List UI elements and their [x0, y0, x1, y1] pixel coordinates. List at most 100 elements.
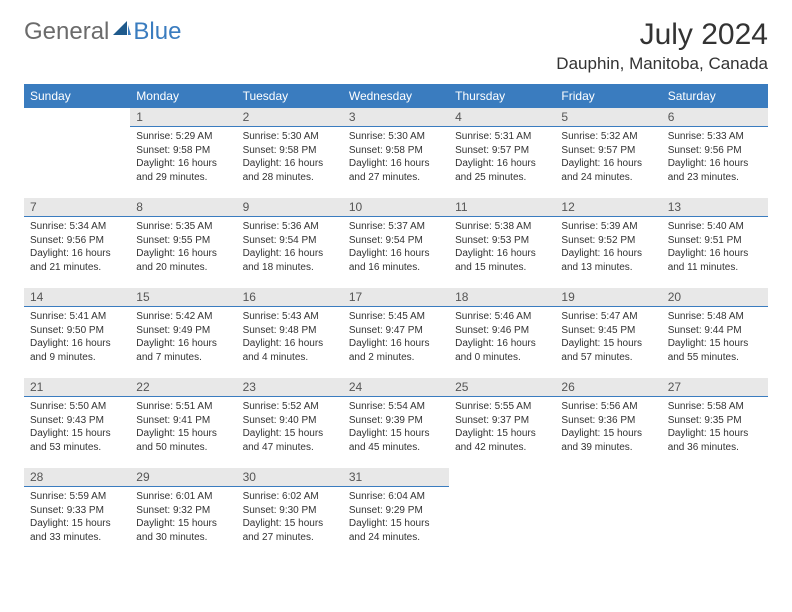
calendar-cell: 13Sunrise: 5:40 AMSunset: 9:51 PMDayligh…	[662, 198, 768, 288]
daylight-line: Daylight: 16 hours and 27 minutes.	[349, 157, 443, 184]
sunrise-line: Sunrise: 5:54 AM	[349, 400, 443, 414]
day-number: 18	[449, 288, 555, 307]
day-number: 24	[343, 378, 449, 397]
daylight-line: Daylight: 16 hours and 24 minutes.	[561, 157, 655, 184]
day-details: Sunrise: 5:58 AMSunset: 9:35 PMDaylight:…	[662, 397, 768, 460]
daylight-line: Daylight: 15 hours and 30 minutes.	[136, 517, 230, 544]
calendar-body: 1Sunrise: 5:29 AMSunset: 9:58 PMDaylight…	[24, 108, 768, 558]
daylight-line: Daylight: 15 hours and 45 minutes.	[349, 427, 443, 454]
sunrise-line: Sunrise: 5:42 AM	[136, 310, 230, 324]
daylight-line: Daylight: 16 hours and 11 minutes.	[668, 247, 762, 274]
sunrise-line: Sunrise: 5:31 AM	[455, 130, 549, 144]
calendar-cell: 5Sunrise: 5:32 AMSunset: 9:57 PMDaylight…	[555, 108, 661, 198]
sunrise-line: Sunrise: 5:33 AM	[668, 130, 762, 144]
day-number: 1	[130, 108, 236, 127]
sunrise-line: Sunrise: 5:45 AM	[349, 310, 443, 324]
weekday-header: Friday	[555, 84, 661, 108]
sunset-line: Sunset: 9:53 PM	[455, 234, 549, 248]
sunset-line: Sunset: 9:46 PM	[455, 324, 549, 338]
sunset-line: Sunset: 9:32 PM	[136, 504, 230, 518]
day-number: 8	[130, 198, 236, 217]
day-number: 21	[24, 378, 130, 397]
sunrise-line: Sunrise: 5:36 AM	[243, 220, 337, 234]
day-details: Sunrise: 5:41 AMSunset: 9:50 PMDaylight:…	[24, 307, 130, 370]
day-number: 14	[24, 288, 130, 307]
weekday-header: Tuesday	[237, 84, 343, 108]
day-number: 2	[237, 108, 343, 127]
calendar-cell	[555, 468, 661, 558]
daylight-line: Daylight: 16 hours and 9 minutes.	[30, 337, 124, 364]
calendar-cell: 12Sunrise: 5:39 AMSunset: 9:52 PMDayligh…	[555, 198, 661, 288]
calendar-cell: 24 Sunrise: 5:54 AMSunset: 9:39 PMDayligh…	[343, 378, 449, 468]
sunset-line: Sunset: 9:39 PM	[349, 414, 443, 428]
sunset-line: Sunset: 9:35 PM	[668, 414, 762, 428]
sunset-line: Sunset: 9:48 PM	[243, 324, 337, 338]
day-number: 4	[449, 108, 555, 127]
calendar-cell: 14Sunrise: 5:41 AMSunset: 9:50 PMDayligh…	[24, 288, 130, 378]
day-details: Sunrise: 5:45 AMSunset: 9:47 PMDaylight:…	[343, 307, 449, 370]
sunrise-line: Sunrise: 6:01 AM	[136, 490, 230, 504]
sunrise-line: Sunrise: 5:59 AM	[30, 490, 124, 504]
daylight-line: Daylight: 16 hours and 16 minutes.	[349, 247, 443, 274]
sunrise-line: Sunrise: 5:29 AM	[136, 130, 230, 144]
logo-text-blue: Blue	[133, 18, 181, 46]
daylight-line: Daylight: 15 hours and 57 minutes.	[561, 337, 655, 364]
daylight-line: Daylight: 16 hours and 0 minutes.	[455, 337, 549, 364]
calendar-cell: 20Sunrise: 5:48 AMSunset: 9:44 PMDayligh…	[662, 288, 768, 378]
day-number: 29	[130, 468, 236, 487]
day-details: Sunrise: 5:56 AMSunset: 9:36 PMDaylight:…	[555, 397, 661, 460]
day-number: 22	[130, 378, 236, 397]
sunrise-line: Sunrise: 5:52 AM	[243, 400, 337, 414]
daylight-line: Daylight: 15 hours and 50 minutes.	[136, 427, 230, 454]
calendar-cell: 11Sunrise: 5:38 AMSunset: 9:53 PMDayligh…	[449, 198, 555, 288]
logo-text-general: General	[24, 18, 109, 46]
day-number: 5	[555, 108, 661, 127]
sunset-line: Sunset: 9:33 PM	[30, 504, 124, 518]
day-number: 12	[555, 198, 661, 217]
weekday-header: Wednesday	[343, 84, 449, 108]
day-details: Sunrise: 5:46 AMSunset: 9:46 PMDaylight:…	[449, 307, 555, 370]
weekday-header: Monday	[130, 84, 236, 108]
sunrise-line: Sunrise: 5:38 AM	[455, 220, 549, 234]
calendar-row: 28Sunrise: 5:59 AMSunset: 9:33 PMDayligh…	[24, 468, 768, 558]
sunset-line: Sunset: 9:58 PM	[243, 144, 337, 158]
daylight-line: Daylight: 16 hours and 4 minutes.	[243, 337, 337, 364]
sunset-line: Sunset: 9:40 PM	[243, 414, 337, 428]
sunset-line: Sunset: 9:50 PM	[30, 324, 124, 338]
daylight-line: Daylight: 15 hours and 55 minutes.	[668, 337, 762, 364]
daylight-line: Daylight: 15 hours and 53 minutes.	[30, 427, 124, 454]
sunset-line: Sunset: 9:36 PM	[561, 414, 655, 428]
sunset-line: Sunset: 9:30 PM	[243, 504, 337, 518]
day-number: 23	[237, 378, 343, 397]
calendar-cell: 8Sunrise: 5:35 AMSunset: 9:55 PMDaylight…	[130, 198, 236, 288]
day-details: Sunrise: 5:59 AMSunset: 9:33 PMDaylight:…	[24, 487, 130, 550]
day-details: Sunrise: 5:36 AMSunset: 9:54 PMDaylight:…	[237, 217, 343, 280]
calendar-cell: 17Sunrise: 5:45 AMSunset: 9:47 PMDayligh…	[343, 288, 449, 378]
sunset-line: Sunset: 9:51 PM	[668, 234, 762, 248]
daylight-line: Daylight: 16 hours and 7 minutes.	[136, 337, 230, 364]
sunset-line: Sunset: 9:56 PM	[668, 144, 762, 158]
day-details: Sunrise: 5:51 AMSunset: 9:41 PMDaylight:…	[130, 397, 236, 460]
day-details: Sunrise: 5:52 AMSunset: 9:40 PMDaylight:…	[237, 397, 343, 460]
calendar-cell: 18Sunrise: 5:46 AMSunset: 9:46 PMDayligh…	[449, 288, 555, 378]
calendar-cell: 26Sunrise: 5:56 AMSunset: 9:36 PMDayligh…	[555, 378, 661, 468]
calendar-header-row: SundayMondayTuesdayWednesdayThursdayFrid…	[24, 84, 768, 108]
sunrise-line: Sunrise: 6:04 AM	[349, 490, 443, 504]
day-details: Sunrise: 5:32 AMSunset: 9:57 PMDaylight:…	[555, 127, 661, 190]
day-number: 27	[662, 378, 768, 397]
day-details: Sunrise: 5:30 AMSunset: 9:58 PMDaylight:…	[343, 127, 449, 190]
sunrise-line: Sunrise: 5:43 AM	[243, 310, 337, 324]
day-details: Sunrise: 5:30 AMSunset: 9:58 PMDaylight:…	[237, 127, 343, 190]
calendar-cell	[662, 468, 768, 558]
calendar-cell: 25Sunrise: 5:55 AMSunset: 9:37 PMDayligh…	[449, 378, 555, 468]
day-details: Sunrise: 5:35 AMSunset: 9:55 PMDaylight:…	[130, 217, 236, 280]
sunset-line: Sunset: 9:41 PM	[136, 414, 230, 428]
sunrise-line: Sunrise: 5:32 AM	[561, 130, 655, 144]
logo: General Blue	[24, 18, 181, 46]
day-details: Sunrise: 5:34 AMSunset: 9:56 PMDaylight:…	[24, 217, 130, 280]
calendar-cell: 3Sunrise: 5:30 AMSunset: 9:58 PMDaylight…	[343, 108, 449, 198]
daylight-line: Daylight: 15 hours and 27 minutes.	[243, 517, 337, 544]
calendar-cell: 10Sunrise: 5:37 AMSunset: 9:54 PMDayligh…	[343, 198, 449, 288]
day-details: Sunrise: 5:38 AMSunset: 9:53 PMDaylight:…	[449, 217, 555, 280]
sunset-line: Sunset: 9:58 PM	[136, 144, 230, 158]
